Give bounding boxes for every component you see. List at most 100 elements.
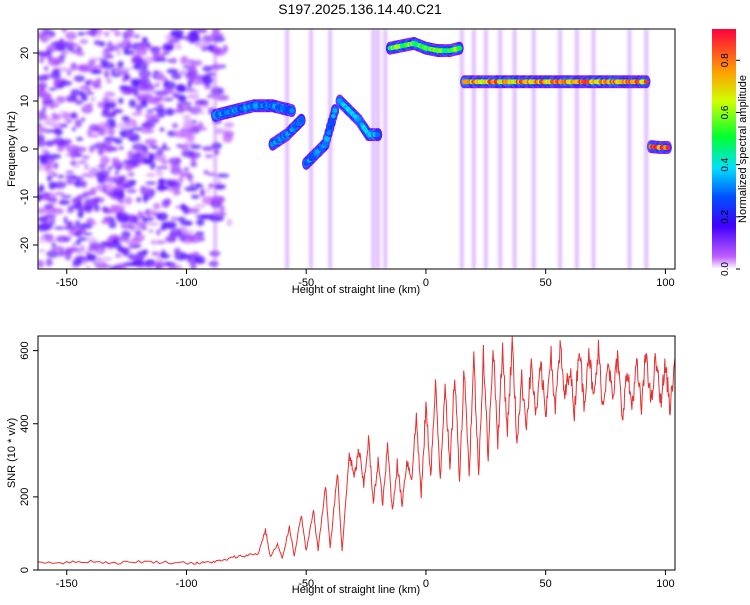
spectrogram-noise-cell (84, 30, 98, 36)
spectrogram-noise-cell (48, 87, 57, 91)
spectrogram-noise-cell (129, 78, 141, 85)
spectrogram-noise-cell (110, 69, 115, 74)
spectrogram-noise-cell (223, 121, 235, 129)
spectrogram-noise-cell (180, 203, 187, 211)
spectrogram-noise-cell (162, 142, 167, 149)
spectrogram-noise-cell (93, 142, 107, 150)
spectrogram-noise-cell (186, 207, 200, 214)
spectrogram-noise-cell (142, 193, 148, 203)
spectrogram-noise-cell (91, 220, 97, 226)
spectrogram-noise-cell (166, 68, 179, 74)
spectrogram-noise-cell (182, 120, 194, 129)
spectrogram-noise-cell (63, 216, 68, 225)
spectrogram-noise-cell (48, 200, 58, 205)
spectrogram-noise-cell (81, 94, 88, 102)
spectrogram-noise-cell (62, 138, 73, 145)
spectrogram-streak (498, 29, 502, 269)
spectrogram-noise-cell (155, 82, 160, 88)
spectrogram-noise-cell (54, 191, 65, 196)
spectrogram-streak (285, 29, 289, 269)
colorbar-ticks: 0.0 0.2 0.4 0.6 0.8 (720, 53, 740, 276)
snr-y-tick-label: 400 (19, 415, 31, 433)
spectrogram-noise-cell (150, 145, 159, 150)
spectrogram-noise-cell (77, 31, 85, 36)
colorbar-tick-label: 0.6 (720, 105, 731, 119)
spectrogram-noise-cell (123, 162, 134, 171)
spectrogram-noise-cell (38, 118, 42, 122)
spectrogram-noise-cell (145, 118, 159, 125)
spectrogram-noise-cell (65, 178, 75, 185)
spectrogram-x-tick-label: -150 (56, 277, 78, 289)
spectrogram-noise-cell (134, 151, 141, 159)
spectrogram-noise-cell (53, 79, 59, 88)
spectrogram-noise-cell (71, 126, 77, 132)
spectrogram-noise-cell (63, 238, 70, 243)
spectrogram-noise-cell (44, 238, 56, 243)
spectrogram-noise-cell (51, 207, 64, 215)
spectrogram-noise-cell (38, 57, 45, 64)
spectrogram-noise-cell (93, 127, 105, 132)
snr-y-label: SNR (10 * v/v) (6, 418, 18, 488)
spectrogram-noise-cell (162, 88, 175, 95)
spectrogram-noise-cell (38, 235, 46, 244)
spectrogram-noise-cell (81, 260, 87, 265)
spectrogram-x-label: Height of straight line (km) (292, 284, 420, 296)
spectrogram-noise-cell (198, 99, 209, 106)
snr-x-tick-label: -150 (56, 578, 78, 590)
spectrogram-y-tick-label: -20 (19, 237, 31, 253)
spectrogram-noise-cell (38, 139, 46, 148)
spectrogram-noise-cell (52, 102, 60, 108)
spectrogram-noise-cell (138, 69, 152, 78)
spectrogram-noise-cell (86, 253, 97, 262)
spectrogram-noise-cell (123, 73, 130, 81)
spectrogram-noise-cell (89, 186, 97, 195)
spectrogram-noise-cell (53, 46, 66, 51)
spectrogram-noise-cell (38, 223, 50, 232)
spectrogram-streak (309, 29, 313, 269)
spectrogram-noise-cell (148, 152, 155, 162)
spectrogram-noise-cell (194, 203, 206, 209)
spectrogram-noise-cell (162, 97, 174, 102)
spectrogram-noise-cell (38, 259, 45, 269)
spectrogram-noise-cell (92, 241, 101, 249)
spectrogram-noise-cell (194, 255, 206, 264)
spectrogram-noise-cell (165, 108, 175, 116)
spectrogram-noise-cell (204, 154, 214, 159)
spectrogram-noise-cell (113, 263, 125, 269)
spectrogram-noise-cell (45, 258, 53, 267)
spectrogram-noise-cell (55, 96, 66, 104)
spectrogram-noise-cell (77, 210, 84, 219)
spectrogram-noise-cell (83, 202, 97, 206)
spectrogram-noise-cell (48, 153, 62, 160)
spectrogram-noise-cell (89, 168, 101, 174)
spectrogram-noise-cell (103, 91, 116, 98)
spectrogram-noise-cell (62, 112, 71, 120)
spectrogram-noise-cell (115, 166, 122, 171)
spectrogram-noise-cell (97, 179, 103, 184)
spectrogram-noise-cell (156, 170, 164, 177)
spectrogram-noise-cell (216, 173, 230, 178)
spectrogram-noise-cell (150, 46, 160, 55)
spectrogram-noise-cell (71, 203, 81, 209)
spectrogram-noise-cell (146, 109, 154, 113)
spectrogram-noise-cell (167, 38, 181, 44)
spectrogram-noise-cell (128, 99, 137, 108)
spectrogram-streak (628, 29, 631, 269)
spectrogram-noise-cell (201, 146, 214, 152)
spectrogram-noise-cell (156, 185, 170, 191)
spectrogram-noise-cell (136, 196, 142, 203)
spectrogram-noise-cell (161, 199, 170, 208)
spectrogram-noise-cell (156, 229, 161, 236)
spectrogram-noise-cell (115, 211, 122, 221)
spectrogram-y-label: Frequency (Hz) (6, 111, 18, 187)
spectrogram-noise-cell (112, 163, 122, 167)
colorbar-tick-label: 0.8 (720, 53, 731, 67)
snr-x-tick-label: -50 (298, 578, 314, 590)
spectrogram-noise-cell (162, 45, 174, 52)
spectrogram-noise-cell (46, 176, 52, 182)
spectrogram-noise-cell (170, 29, 185, 36)
spectrogram-track-cell (322, 141, 328, 147)
spectrogram-noise-cell (74, 118, 82, 128)
spectrogram-noise-cell (67, 221, 72, 227)
spectrogram-noise-cell (101, 111, 114, 118)
